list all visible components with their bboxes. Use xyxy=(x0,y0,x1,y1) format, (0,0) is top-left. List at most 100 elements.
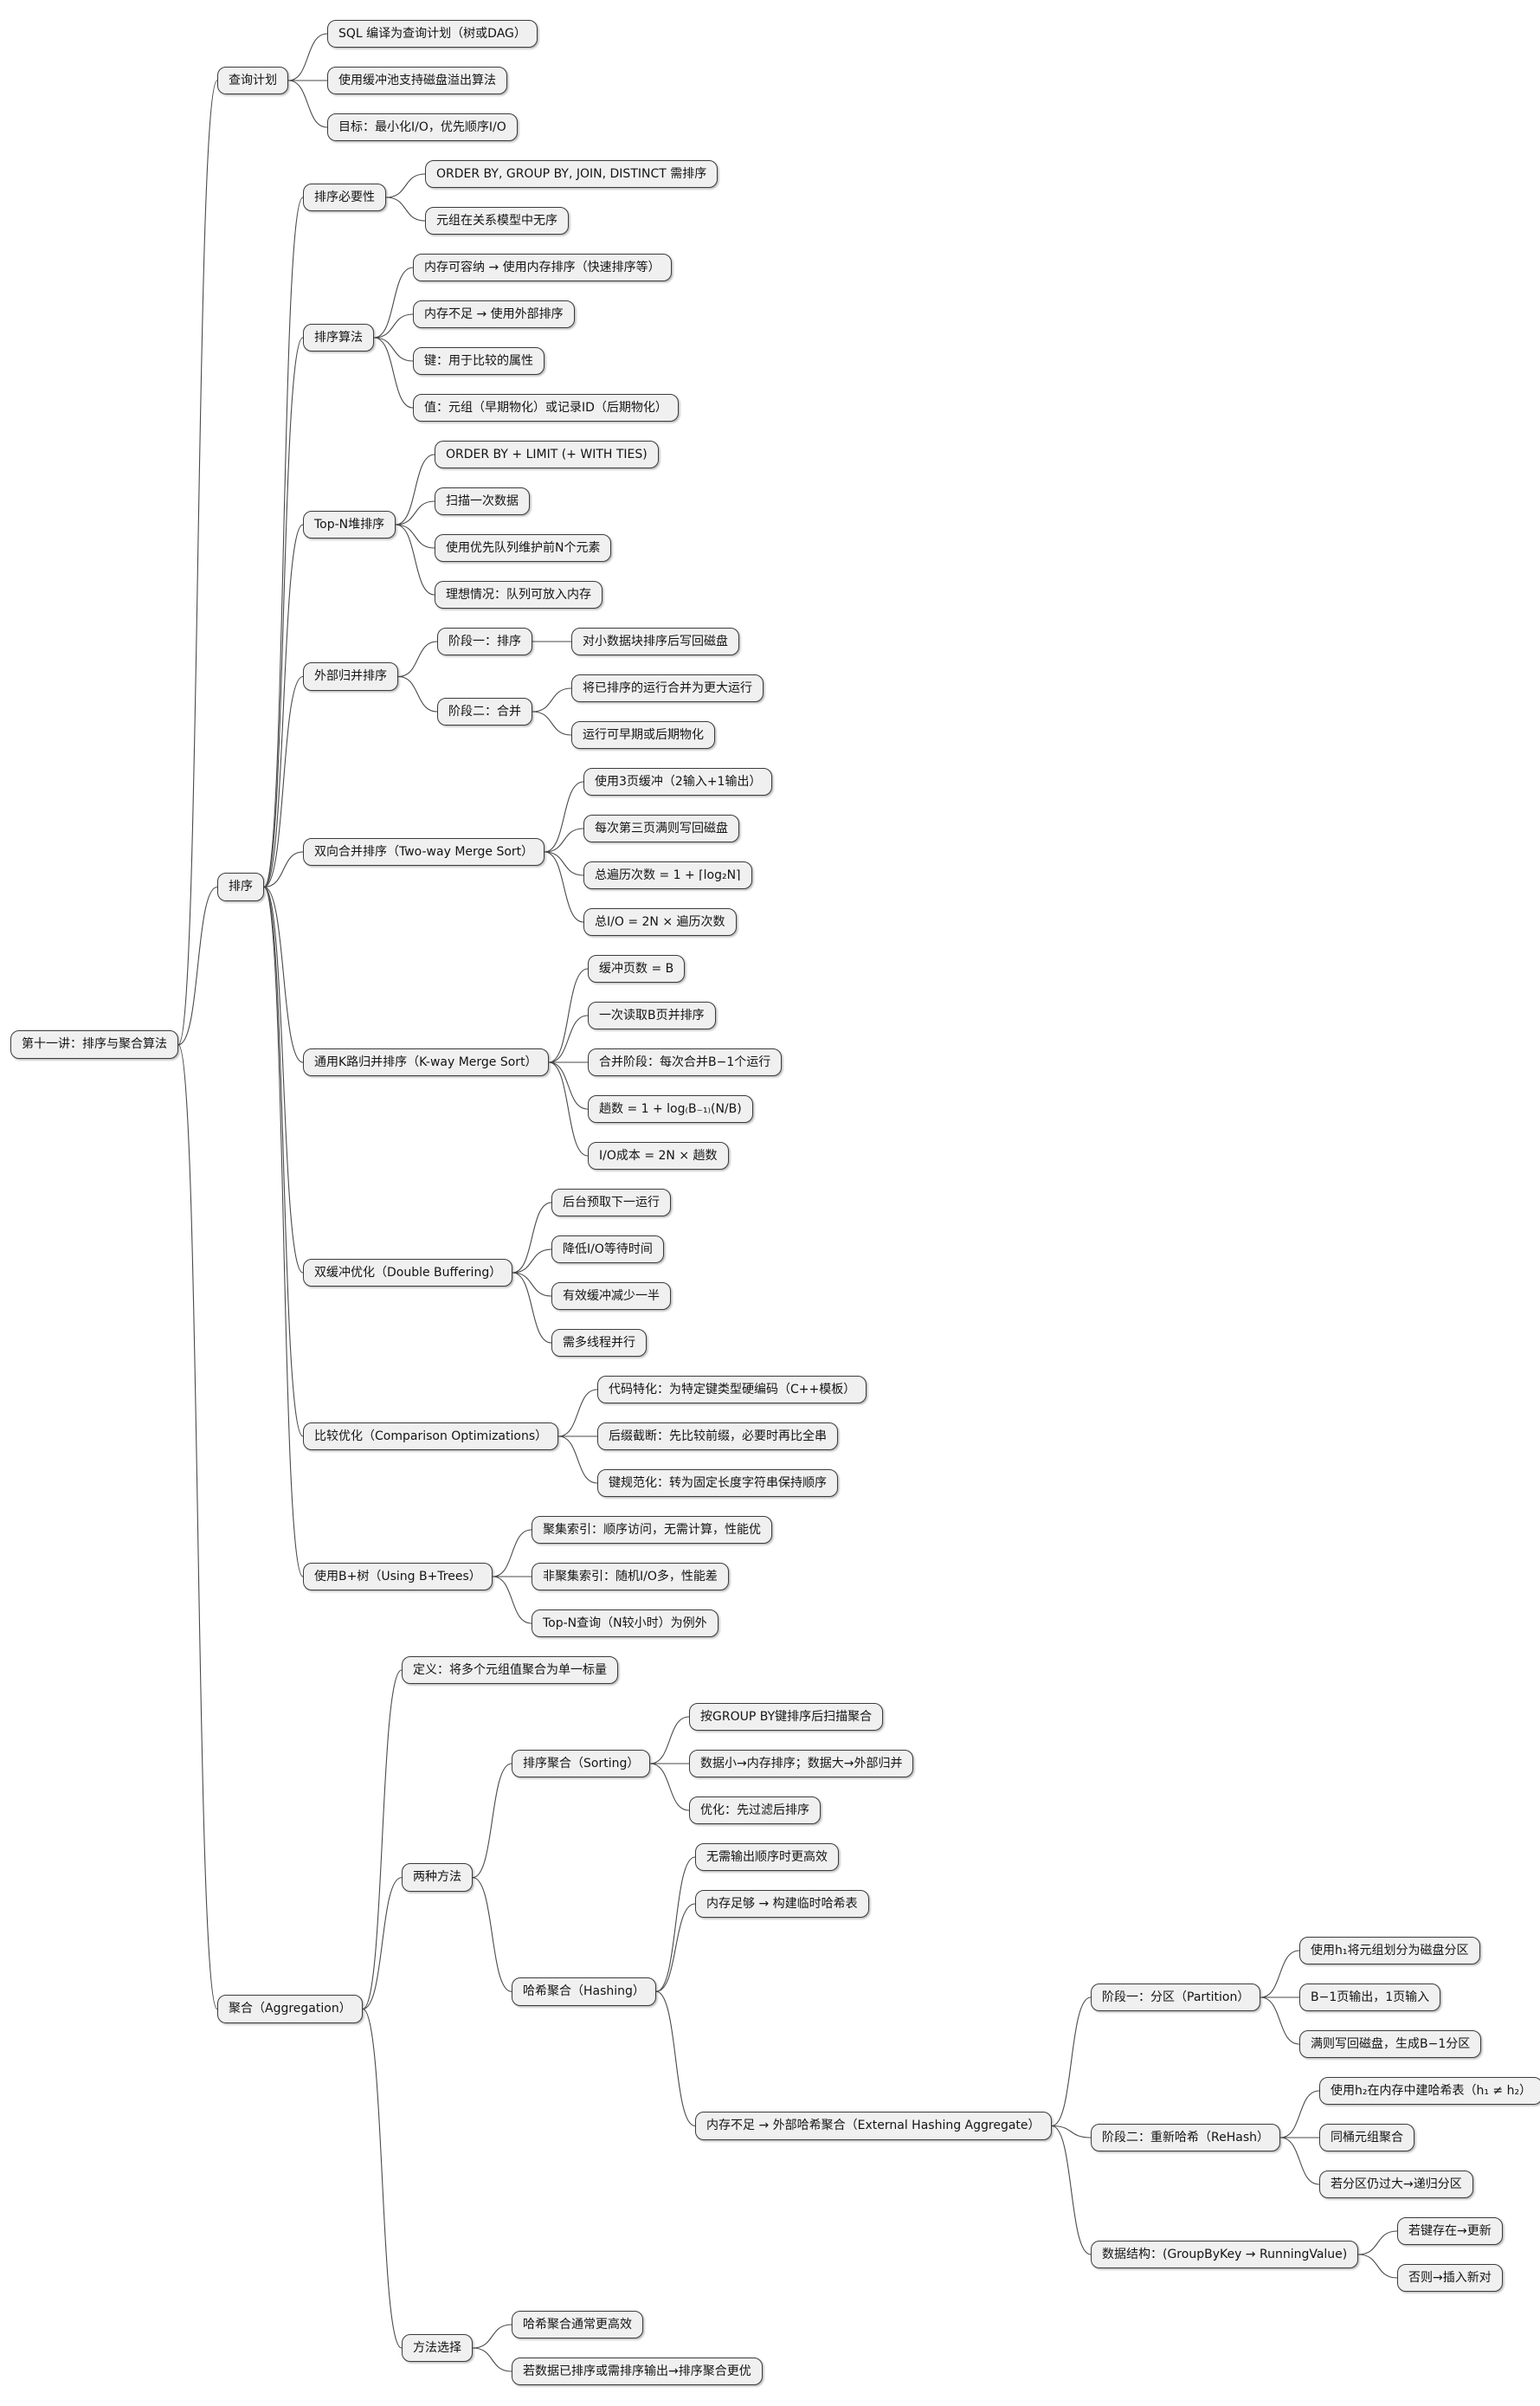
mindmap-edge xyxy=(263,675,304,888)
mindmap-node: 聚集索引：顺序访问，无需计算，性能优 xyxy=(532,1515,772,1545)
mindmap-node: ORDER BY, GROUP BY, JOIN, DISTINCT 需排序 xyxy=(425,159,718,189)
mindmap-node: 值：元组（早期物化）或记录ID（后期物化） xyxy=(413,393,679,423)
mindmap-node: 排序必要性 xyxy=(303,183,386,212)
mindmap-node: 排序算法 xyxy=(303,323,374,352)
mindmap-edge xyxy=(655,1856,696,1992)
mindmap-node: 比较优化（Comparison Optimizations） xyxy=(303,1422,559,1451)
mindmap-edge xyxy=(263,886,304,1063)
mindmap-node: 数据小→内存排序；数据大→外部归并 xyxy=(689,1749,914,1778)
mindmap-node: 一次读取B页并排序 xyxy=(588,1001,716,1030)
mindmap-node: 内存不足 → 使用外部排序 xyxy=(413,300,575,329)
mindmap-node: 数据结构：(GroupByKey → RunningValue) xyxy=(1091,2240,1359,2269)
mindmap-node: 阶段二：重新哈希（ReHash） xyxy=(1091,2123,1280,2152)
mindmap-edge xyxy=(362,1877,403,2010)
mindmap-edge xyxy=(649,1716,690,1764)
mindmap-node: SQL 编译为查询计划（树或DAG） xyxy=(327,19,538,48)
mindmap-edge xyxy=(548,1061,589,1157)
mindmap-edge xyxy=(544,851,584,876)
mindmap-edge xyxy=(1051,2125,1092,2255)
mindmap-node: 内存可容纳 → 使用内存排序（快速排序等） xyxy=(413,253,672,282)
mindmap-node: 排序聚合（Sorting） xyxy=(512,1749,651,1778)
mindmap-node: 元组在关系模型中无序 xyxy=(425,206,569,235)
mindmap-node: 需多线程并行 xyxy=(551,1328,647,1358)
mindmap-node: 将已排序的运行合并为更大运行 xyxy=(571,674,764,703)
mindmap-edge xyxy=(263,524,304,888)
mindmap-node: 使用h₂在内存中建哈希表（h₁ ≠ h₂） xyxy=(1319,2076,1540,2106)
mindmap-node: 扫描一次数据 xyxy=(435,487,530,516)
mindmap-node: 通用K路归并排序（K-way Merge Sort） xyxy=(303,1048,549,1077)
mindmap-edge xyxy=(1260,1996,1300,2045)
mindmap-edge xyxy=(395,524,435,549)
mindmap-edge xyxy=(512,1272,552,1297)
mindmap-edge xyxy=(395,500,435,526)
mindmap-node: 阶段一：排序 xyxy=(437,627,532,656)
mindmap-edge xyxy=(492,1576,532,1624)
mindmap-node: Top-N堆排序 xyxy=(303,510,396,539)
mindmap-edge xyxy=(655,1903,696,1992)
mindmap-node: 后台预取下一运行 xyxy=(551,1188,671,1217)
mindmap-node: 查询计划 xyxy=(217,66,288,95)
mindmap-edge xyxy=(287,33,328,81)
mindmap-edge xyxy=(263,886,304,1577)
mindmap-edge xyxy=(512,1248,552,1274)
mindmap-edge xyxy=(1357,2254,1398,2279)
root-node: 第十一讲：排序与聚合算法 xyxy=(10,1030,178,1060)
mindmap-edge xyxy=(263,886,304,1437)
mindmap-node: 双缓冲优化（Double Buffering） xyxy=(303,1258,513,1287)
mindmap-node: 运行可早期或后期物化 xyxy=(571,720,715,750)
mindmap-edge xyxy=(544,828,584,853)
mindmap-edge xyxy=(1051,2125,1092,2138)
mindmap-node: 使用优先队列维护前N个元素 xyxy=(435,533,612,563)
mindmap-node: 无需输出顺序时更高效 xyxy=(695,1842,839,1872)
mindmap-edge xyxy=(557,1435,598,1484)
mindmap-node: 内存不足 → 外部哈希聚合（External Hashing Aggregate… xyxy=(695,2112,1052,2140)
mindmap-node: 降低I/O等待时间 xyxy=(551,1235,664,1264)
mindmap-edge xyxy=(1260,1950,1300,1998)
mindmap-edge xyxy=(362,1669,403,2010)
mindmap-node: 若键存在→更新 xyxy=(1397,2216,1503,2246)
mindmap-edge xyxy=(548,968,589,1063)
mindmap-node: 每次第三页满则写回磁盘 xyxy=(583,814,739,843)
mindmap-edge xyxy=(373,313,414,339)
mindmap-node: I/O成本 = 2N × 趟数 xyxy=(588,1141,729,1171)
mindmap-edge xyxy=(472,2347,512,2372)
mindmap-edge xyxy=(512,1272,552,1344)
mindmap-edge xyxy=(472,1763,512,1879)
mindmap-node: 非聚集索引：随机I/O多，性能差 xyxy=(532,1562,729,1591)
mindmap-node: 使用3页缓冲（2输入+1输出） xyxy=(583,767,773,797)
mindmap-node: 若数据已排序或需排序输出→排序聚合更优 xyxy=(512,2357,763,2386)
mindmap-node: 理想情况：队列可放入内存 xyxy=(435,580,602,610)
mindmap-edge xyxy=(472,2324,512,2349)
mindmap-edge xyxy=(557,1389,598,1437)
mindmap-edge xyxy=(544,851,584,923)
mindmap-edge xyxy=(397,641,438,678)
mindmap-node: 代码特化：为特定键类型硬编码（C++模板） xyxy=(597,1375,867,1404)
mindmap-edge xyxy=(263,886,304,1274)
mindmap-node: 两种方法 xyxy=(402,1863,473,1892)
mindmap-node: 定义：将多个元组值聚合为单一标量 xyxy=(402,1655,618,1685)
mindmap-edge xyxy=(373,267,414,339)
mindmap-edge xyxy=(287,80,328,128)
mindmap-node: Top-N查询（N较小时）为例外 xyxy=(532,1609,718,1638)
mindmap-node: 使用B+树（Using B+Trees） xyxy=(303,1562,493,1591)
mindmap-edge xyxy=(544,781,584,853)
mindmap-node: 阶段二：合并 xyxy=(437,697,532,726)
mindmap-edge xyxy=(177,886,218,1046)
mindmap-edge xyxy=(397,675,438,713)
mindmap-node: 有效缓冲减少一半 xyxy=(551,1281,671,1311)
mindmap-node: 键：用于比较的属性 xyxy=(413,346,544,376)
mindmap-edge xyxy=(472,1877,512,1992)
mindmap-edge xyxy=(655,1990,696,2127)
mindmap-edge xyxy=(1357,2230,1398,2255)
mindmap-node: 若分区仍过大→递归分区 xyxy=(1319,2170,1473,2199)
mindmap-node: ORDER BY + LIMIT (+ WITH TIES) xyxy=(435,440,659,469)
mindmap-node: 否则→插入新对 xyxy=(1397,2263,1503,2293)
mindmap-edge xyxy=(373,337,414,409)
mindmap-node: 满则写回磁盘，生成B−1分区 xyxy=(1299,2029,1482,2059)
mindmap-edge xyxy=(373,337,414,362)
mindmap-edge xyxy=(512,1202,552,1274)
mindmap-edge xyxy=(385,173,426,198)
mindmap-node: 后缀截断：先比较前缀，必要时再比全串 xyxy=(597,1422,838,1451)
